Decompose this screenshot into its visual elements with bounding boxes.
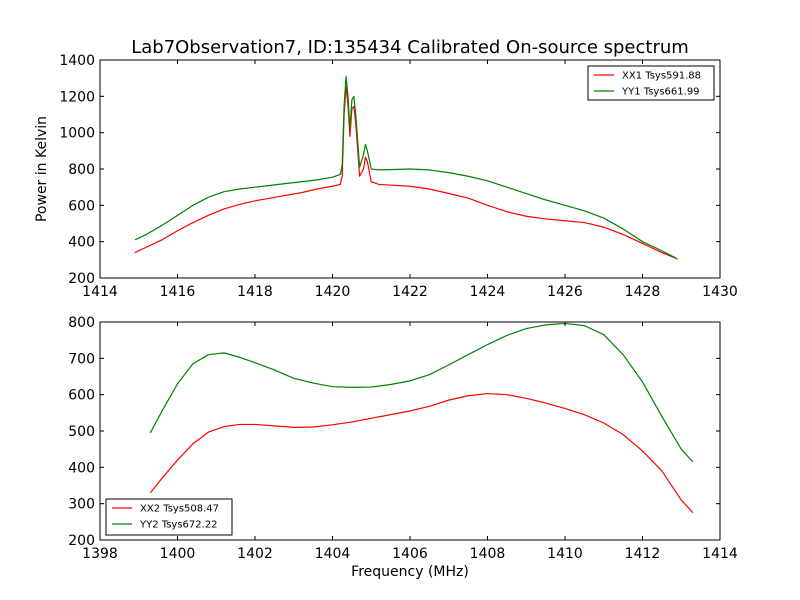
y-tick-label: 800 xyxy=(68,315,95,331)
legend-entry: YY2 Tsys672.22 xyxy=(139,520,218,531)
y-tick-label: 400 xyxy=(68,235,95,251)
y-axis-label-top: Power in Kelvin xyxy=(34,116,50,222)
x-tick-label: 1398 xyxy=(82,546,118,562)
legend: XX1 Tsys591.88 YY1 Tsys661.99 xyxy=(587,65,715,101)
x-tick-label: 1414 xyxy=(82,284,118,300)
x-tick-label: 1420 xyxy=(315,284,351,300)
x-tick-label: 1418 xyxy=(237,284,273,300)
y-tick-label: 700 xyxy=(68,351,95,367)
x-tick-label: 1416 xyxy=(160,284,196,300)
top-panel: 1414 1416 1418 1420 1422 1424 1426 1428 1430 200 4… xyxy=(59,53,737,300)
y-tick-label: 200 xyxy=(68,271,95,287)
series-line-1-0 xyxy=(149,392,694,514)
series-line-0-1 xyxy=(134,75,678,260)
y-tick-label: 600 xyxy=(68,388,95,404)
y-tick-label: 800 xyxy=(68,162,95,178)
x-tick-label: 1404 xyxy=(315,546,351,562)
x-tick-label: 1408 xyxy=(470,546,506,562)
x-tick-label: 1402 xyxy=(237,546,273,562)
series-line-0-0 xyxy=(134,85,678,260)
x-tick-label: 1426 xyxy=(547,284,583,300)
x-tick-label: 1430 xyxy=(702,284,738,300)
series-line-1-1 xyxy=(149,322,694,463)
x-tick-label: 1410 xyxy=(547,546,583,562)
y-tick-label: 1400 xyxy=(59,53,95,69)
legend-box xyxy=(587,65,715,101)
chart-title: Lab7Observation7, ID:135434 Calibrated O… xyxy=(131,37,689,58)
y-tick-label: 400 xyxy=(68,460,95,476)
x-axis-label: Frequency (MHz) xyxy=(351,564,469,580)
bottom-panel: 1398 1400 1402 1404 1406 1408 1410 1412 1414 200 3… xyxy=(68,315,738,562)
y-tick-label: 1000 xyxy=(59,126,95,142)
y-tick-label: 1200 xyxy=(59,89,95,105)
legend-entry: XX2 Tsys508.47 xyxy=(140,504,219,515)
legend-entry: YY1 Tsys661.99 xyxy=(621,87,700,98)
x-tick-label: 1428 xyxy=(625,284,661,300)
x-tick-label: 1422 xyxy=(392,284,428,300)
y-tick-label: 600 xyxy=(68,198,95,214)
x-tick-label: 1412 xyxy=(625,546,661,562)
x-tick-label: 1406 xyxy=(392,546,428,562)
legend-box xyxy=(105,498,233,536)
x-tick-label: 1424 xyxy=(470,284,506,300)
x-tick-label: 1414 xyxy=(702,546,738,562)
y-tick-label: 500 xyxy=(68,424,95,440)
legend: XX2 Tsys508.47 YY2 Tsys672.22 xyxy=(105,498,233,536)
legend-entry: XX1 Tsys591.88 xyxy=(622,71,701,82)
y-tick-label: 200 xyxy=(68,533,95,549)
x-tick-label: 1400 xyxy=(160,546,196,562)
y-tick-label: 300 xyxy=(68,497,95,513)
